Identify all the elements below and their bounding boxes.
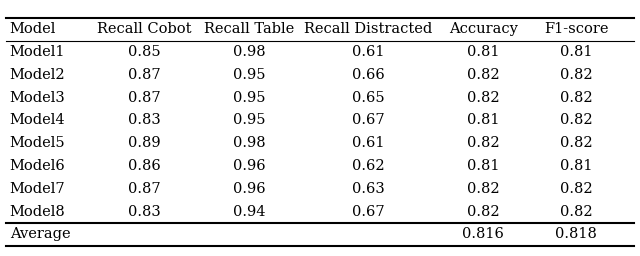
- Text: 0.82: 0.82: [560, 113, 592, 127]
- Text: 0.85: 0.85: [128, 45, 160, 59]
- Text: 0.82: 0.82: [467, 91, 499, 105]
- Text: Model: Model: [10, 22, 56, 36]
- Text: 0.82: 0.82: [560, 205, 592, 219]
- Text: 0.82: 0.82: [467, 205, 499, 219]
- Text: Model5: Model5: [10, 136, 65, 150]
- Text: 0.96: 0.96: [234, 182, 266, 196]
- Text: 0.61: 0.61: [352, 45, 384, 59]
- Text: Model8: Model8: [10, 205, 65, 219]
- Text: 0.67: 0.67: [352, 205, 384, 219]
- Text: 0.81: 0.81: [467, 113, 499, 127]
- Text: 0.95: 0.95: [234, 68, 266, 82]
- Text: 0.81: 0.81: [560, 159, 592, 173]
- Text: 0.818: 0.818: [555, 227, 597, 241]
- Text: Recall Distracted: Recall Distracted: [304, 22, 432, 36]
- Text: 0.95: 0.95: [234, 113, 266, 127]
- Text: 0.67: 0.67: [352, 113, 384, 127]
- Text: 0.82: 0.82: [560, 68, 592, 82]
- Text: 0.81: 0.81: [467, 159, 499, 173]
- Text: 0.98: 0.98: [234, 45, 266, 59]
- Text: 0.61: 0.61: [352, 136, 384, 150]
- Text: Model4: Model4: [10, 113, 65, 127]
- Text: 0.82: 0.82: [560, 91, 592, 105]
- Text: 0.63: 0.63: [351, 182, 385, 196]
- Text: 0.82: 0.82: [467, 68, 499, 82]
- Text: 0.82: 0.82: [467, 182, 499, 196]
- Text: 0.81: 0.81: [467, 45, 499, 59]
- Text: Model6: Model6: [10, 159, 65, 173]
- Text: 0.82: 0.82: [560, 182, 592, 196]
- Text: Model1: Model1: [10, 45, 65, 59]
- Text: 0.98: 0.98: [234, 136, 266, 150]
- Text: 0.65: 0.65: [352, 91, 384, 105]
- Text: Model7: Model7: [10, 182, 65, 196]
- Text: 0.87: 0.87: [128, 91, 160, 105]
- Text: 0.83: 0.83: [127, 113, 161, 127]
- Text: 0.62: 0.62: [352, 159, 384, 173]
- Text: 0.95: 0.95: [234, 91, 266, 105]
- Text: Recall Table: Recall Table: [204, 22, 295, 36]
- Text: 0.87: 0.87: [128, 68, 160, 82]
- Text: 0.66: 0.66: [351, 68, 385, 82]
- Text: Accuracy: Accuracy: [449, 22, 518, 36]
- Text: 0.82: 0.82: [467, 136, 499, 150]
- Text: Average: Average: [10, 227, 70, 241]
- Text: 0.816: 0.816: [462, 227, 504, 241]
- Text: Model2: Model2: [10, 68, 65, 82]
- Text: 0.87: 0.87: [128, 182, 160, 196]
- Text: 0.82: 0.82: [560, 136, 592, 150]
- Text: 0.83: 0.83: [127, 205, 161, 219]
- Text: 0.96: 0.96: [234, 159, 266, 173]
- Text: 0.94: 0.94: [234, 205, 266, 219]
- Text: 0.89: 0.89: [128, 136, 160, 150]
- Text: 0.86: 0.86: [127, 159, 161, 173]
- Text: Recall Cobot: Recall Cobot: [97, 22, 191, 36]
- Text: 0.81: 0.81: [560, 45, 592, 59]
- Text: Model3: Model3: [10, 91, 65, 105]
- Text: F1-score: F1-score: [544, 22, 608, 36]
